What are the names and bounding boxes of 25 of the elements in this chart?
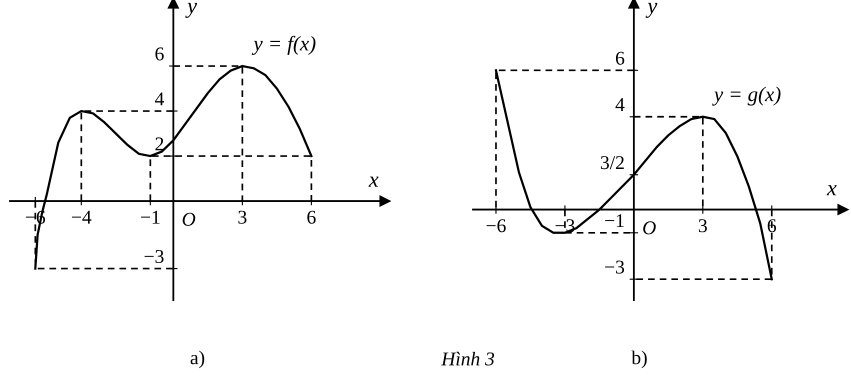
y-tick-label: −3: [605, 260, 624, 274]
y-tick-label: 6: [616, 52, 624, 65]
text: a): [190, 350, 204, 368]
x-tick-label: 3: [698, 219, 707, 232]
y-tick-label: 3/2: [600, 156, 624, 170]
x-tick-label: 3: [238, 210, 246, 224]
annotation: O: [182, 212, 196, 226]
y-tick-label: 6: [155, 47, 164, 60]
y-tick-label: −3: [144, 250, 164, 264]
x-tick-label: −6: [486, 219, 506, 232]
x-axis-title: x: [368, 176, 379, 187]
x-tick-label: 6: [307, 210, 316, 224]
y-axis-title: y: [646, 2, 658, 18]
y-tick-label: 4: [616, 98, 625, 111]
text: Hình 3: [441, 352, 494, 366]
x-tick-label: −4: [72, 210, 92, 224]
text: b): [631, 350, 647, 368]
y-axis-title: y: [185, 2, 198, 18]
annotation: y = f(x): [252, 36, 316, 55]
y-tick-label: 2: [155, 137, 164, 150]
x-tick-label: 6: [768, 219, 776, 232]
y-tick-label: 4: [154, 92, 164, 106]
x-axis-title: x: [826, 185, 837, 196]
annotation: y = g(x): [712, 86, 781, 106]
annotation: O: [643, 221, 656, 234]
